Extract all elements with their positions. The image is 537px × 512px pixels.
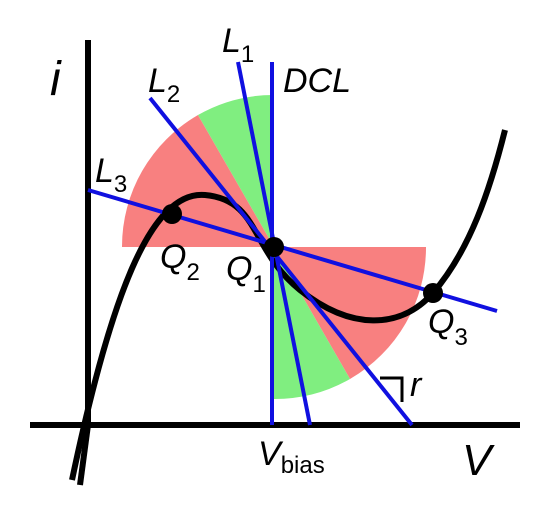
x-axis-label: V: [462, 436, 495, 485]
label-sub: bias: [281, 452, 325, 479]
iv-curve: [69, 129, 508, 481]
label-sub: 3: [454, 324, 467, 351]
label-main: L: [222, 22, 241, 60]
y-axis-tail: [77, 424, 91, 486]
label-main: V: [258, 435, 284, 473]
label-sub: 2: [167, 81, 180, 108]
right-angle-mark: [380, 376, 404, 402]
q3-label: Q3: [428, 303, 468, 351]
q1-point: [264, 237, 284, 257]
label-sub: 3: [114, 171, 127, 198]
label-main: L: [148, 62, 167, 100]
label-main: Q: [226, 250, 252, 288]
label-main: L: [95, 152, 114, 190]
l2-line: [148, 96, 414, 427]
dcl-label: DCL: [283, 62, 351, 100]
label-sub: 1: [252, 271, 265, 298]
q2-label: Q2: [160, 238, 200, 286]
vbias-label: Vbias: [258, 435, 325, 479]
red-sector: [121, 115, 274, 247]
label-sub: 1: [241, 41, 254, 68]
q2-point: [162, 204, 182, 224]
q3-point: [423, 283, 443, 303]
label-main: Q: [160, 238, 186, 276]
y-axis-label: i: [50, 53, 62, 106]
l3-label: L3: [95, 152, 127, 198]
label-main: Q: [428, 303, 454, 341]
green-sector: [198, 94, 274, 247]
l2-label: L2: [148, 62, 180, 108]
q1-label: Q1: [226, 250, 266, 298]
l1-label: L1: [222, 22, 254, 68]
label-sub: 2: [186, 259, 199, 286]
r-label: r: [410, 366, 423, 404]
